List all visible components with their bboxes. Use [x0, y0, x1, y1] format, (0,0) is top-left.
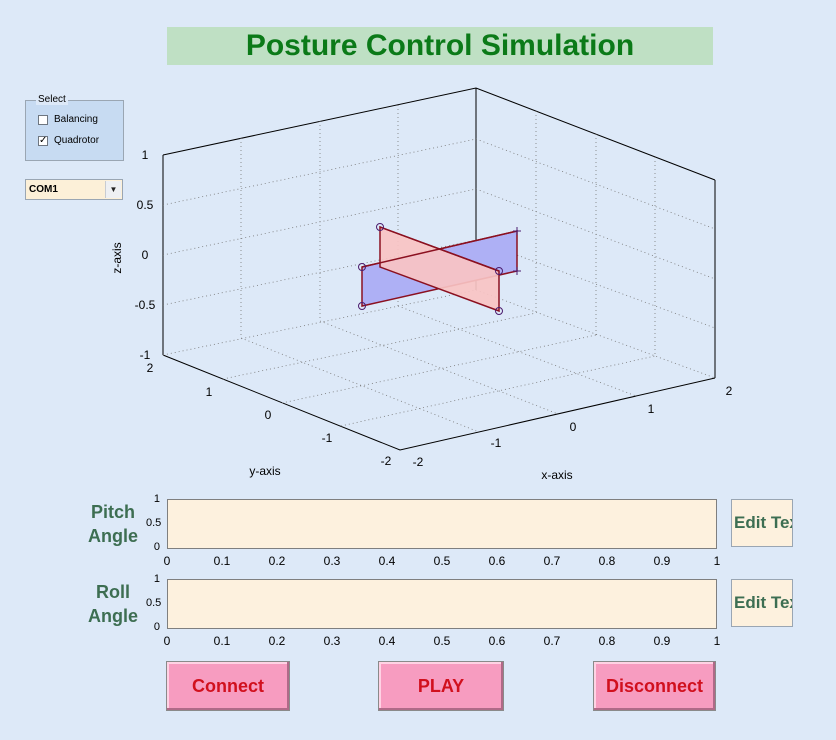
roll-y-tick: 1 — [153, 573, 160, 585]
roll-x-tick: 0.5 — [433, 634, 451, 648]
pitch-marker — [376, 223, 384, 231]
pitch-angle-plot[interactable] — [167, 499, 717, 549]
page-title: Posture Control Simulation — [167, 27, 713, 65]
orientation-3d-plot[interactable]: 1 0.5 0 -0.5 -1 2 1 0 -1 -2 -2 -1 0 1 2 … — [0, 0, 836, 500]
port-select[interactable]: COM1 ▼ — [25, 179, 123, 200]
pitch-x-tick: 0.6 — [488, 554, 506, 568]
pitch-y-tick: 1 — [153, 493, 160, 505]
roll-x-tick: 0 — [163, 634, 171, 648]
roll-x-tick: 0.9 — [653, 634, 671, 648]
roll-y-tick: 0 — [153, 621, 160, 633]
balancing-option[interactable]: Balancing — [38, 114, 98, 125]
pitch-x-tick: 0.2 — [268, 554, 286, 568]
roll-x-tick: 0.6 — [488, 634, 506, 648]
pitch-y-tick: 0 — [153, 541, 160, 553]
z-tick-label: 1 — [142, 148, 149, 162]
roll-angle-plot[interactable] — [167, 579, 717, 629]
roll-x-tick: 0.3 — [323, 634, 341, 648]
roll-edit-text[interactable]: Edit Text — [731, 579, 793, 627]
pitch-x-tick: 0.8 — [598, 554, 616, 568]
roll-x-tick: 0.8 — [598, 634, 616, 648]
z-tick-label: -0.5 — [135, 298, 156, 312]
quadrotor-checkbox[interactable]: ✓ — [38, 134, 48, 146]
pitch-x-tick: 0.4 — [378, 554, 396, 568]
back-wall-top-edge — [162, 87, 716, 181]
roll-x-tick: 1 — [713, 634, 721, 648]
pitch-marker — [495, 267, 503, 275]
pitch-x-tick: 0.7 — [543, 554, 561, 568]
port-select-value: COM1 — [29, 184, 58, 195]
pitch-x-tick: 0.5 — [433, 554, 451, 568]
floor-front-edges — [162, 354, 716, 451]
z-axis-label: z-axis — [110, 242, 124, 273]
pitch-x-tick: 0.1 — [213, 554, 231, 568]
roll-marker — [513, 227, 521, 235]
roll-x-tick: 0.1 — [213, 634, 231, 648]
z-tick-label: 0.5 — [137, 198, 154, 212]
chevron-down-icon[interactable]: ▼ — [105, 181, 121, 198]
quadrotor-label: Quadrotor — [54, 135, 100, 146]
y-tick-label: 1 — [206, 385, 213, 399]
x-tick-label: -2 — [413, 455, 424, 469]
y-axis-label: y-axis — [249, 464, 280, 478]
x-tick-label: 1 — [648, 402, 655, 416]
disconnect-button[interactable]: Disconnect — [593, 661, 716, 711]
select-panel-legend: Select — [36, 94, 68, 105]
pitch-marker — [495, 307, 503, 315]
roll-marker — [358, 263, 366, 271]
z-tick-label: -1 — [140, 348, 151, 362]
y-tick-label: 0 — [265, 408, 272, 422]
pitch-angle-label: Pitch Angle — [87, 502, 138, 546]
x-tick-label: 0 — [570, 420, 577, 434]
pitch-x-tick: 0 — [163, 554, 171, 568]
z-tick-label: 0 — [142, 248, 149, 262]
x-tick-label: 2 — [726, 384, 733, 398]
balancing-checkbox[interactable] — [38, 114, 48, 125]
play-button[interactable]: PLAY — [378, 661, 504, 711]
roll-x-tick: 0.2 — [268, 634, 286, 648]
roll-marker — [513, 267, 521, 275]
x-tick-label: -1 — [491, 436, 502, 450]
grid-lines — [162, 105, 716, 433]
x-axis-label: x-axis — [541, 468, 572, 482]
roll-marker — [358, 302, 366, 310]
quadrotor-option[interactable]: ✓ Quadrotor — [38, 135, 99, 146]
y-tick-label: -2 — [381, 454, 392, 468]
y-tick-label: 2 — [147, 361, 154, 375]
pitch-x-tick: 0.3 — [323, 554, 341, 568]
pitch-x-tick: 0.9 — [653, 554, 671, 568]
pitch-y-tick: 0.5 — [146, 517, 162, 529]
balancing-label: Balancing — [54, 114, 98, 125]
pitch-edit-text[interactable]: Edit Text — [731, 499, 793, 547]
roll-x-tick: 0.4 — [378, 634, 396, 648]
pitch-plate-top-edge — [379, 226, 500, 272]
select-panel: Select Balancing ✓ Quadrotor — [25, 94, 124, 161]
connect-button[interactable]: Connect — [166, 661, 290, 711]
pitch-x-tick: 1 — [713, 554, 721, 568]
roll-x-tick: 0.7 — [543, 634, 561, 648]
roll-y-tick: 0.5 — [146, 597, 162, 609]
y-tick-label: -1 — [322, 431, 333, 445]
roll-angle-label: Roll Angle — [87, 582, 138, 626]
